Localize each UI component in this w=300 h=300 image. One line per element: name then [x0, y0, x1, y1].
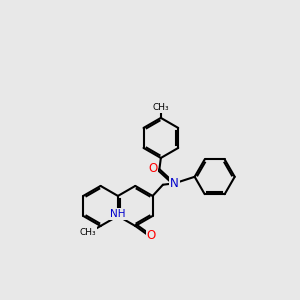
Text: O: O	[148, 162, 158, 175]
Text: O: O	[147, 229, 156, 242]
Text: CH₃: CH₃	[152, 103, 169, 112]
Text: N: N	[170, 177, 179, 190]
Text: CH₃: CH₃	[79, 228, 96, 237]
Text: NH: NH	[110, 209, 126, 219]
